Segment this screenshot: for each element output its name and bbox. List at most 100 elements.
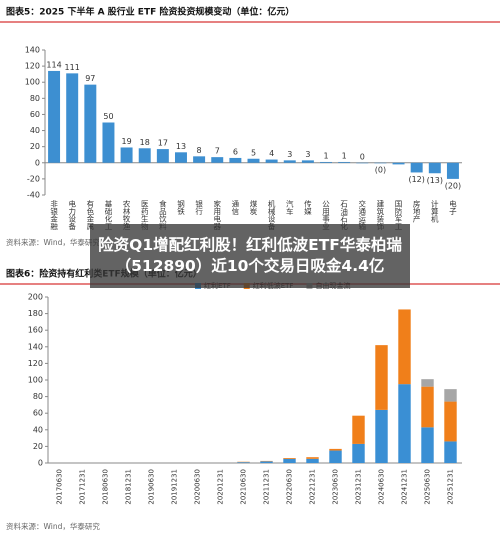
x-tick-label: 医药生物: [140, 200, 149, 232]
value-label: 4: [269, 149, 274, 158]
value-label: 3: [305, 150, 310, 159]
x-tick-label: 机械设备: [267, 199, 276, 232]
value-label: 3: [287, 150, 292, 159]
bar: [120, 147, 133, 163]
x-tick-label: 20171231: [79, 469, 87, 505]
bar-segment: [444, 401, 457, 442]
x-tick-label: 建筑装饰: [376, 199, 385, 232]
x-tick-label: 交通运输: [358, 199, 367, 232]
y-tick-label: 180: [28, 309, 43, 318]
bar: [301, 160, 314, 163]
bar: [283, 160, 296, 163]
x-tick-label: 计算机: [430, 199, 439, 224]
bar: [356, 162, 369, 164]
value-label: 1: [323, 151, 328, 160]
bar: [410, 162, 423, 173]
x-tick-label: 20201231: [217, 469, 225, 505]
x-tick-label: 传媒: [303, 199, 312, 217]
x-tick-label: 20251231: [447, 469, 455, 505]
bar-segment: [398, 384, 411, 463]
x-tick-label: 20200630: [194, 469, 202, 505]
bar: [265, 159, 278, 163]
x-tick-label: 20220630: [286, 469, 294, 505]
y-tick-label: -20: [27, 174, 40, 183]
bar: [338, 161, 351, 163]
bar: [174, 152, 187, 163]
bar-segment: [237, 462, 250, 463]
y-tick-label: 0: [35, 158, 40, 167]
value-label: 18: [140, 138, 150, 147]
value-label: 111: [65, 63, 80, 72]
x-tick-label: 石油石化: [339, 200, 348, 232]
y-tick-label: 20: [30, 142, 40, 151]
value-label: 97: [85, 74, 95, 83]
y-tick-label: 80: [30, 94, 40, 103]
bar: [229, 157, 242, 163]
value-label: 1: [342, 151, 347, 160]
y-tick-label: 120: [28, 359, 43, 368]
value-label: 17: [158, 139, 168, 148]
bar: [156, 149, 169, 163]
bar: [211, 157, 224, 163]
bar-segment: [398, 309, 411, 385]
x-tick-label: 20191231: [171, 469, 179, 505]
x-tick-label: 20180630: [102, 469, 110, 505]
y-tick-label: 60: [33, 409, 43, 418]
bar: [428, 162, 441, 174]
x-tick-label: 有色金属: [86, 199, 95, 232]
x-tick-label: 公用事业: [321, 200, 330, 230]
bar: [138, 148, 151, 163]
bar: [48, 70, 61, 163]
y-tick-label: 140: [28, 342, 43, 351]
x-tick-label: 汽车: [285, 199, 294, 217]
value-label: (12): [408, 175, 424, 184]
bar-segment: [444, 389, 457, 402]
y-tick-label: 80: [33, 392, 43, 401]
x-tick-label: 非银金融: [49, 199, 58, 232]
x-tick-label: 20241231: [401, 469, 409, 505]
source: 资料来源：Wind，华泰研究: [6, 521, 100, 531]
y-tick-label: 40: [33, 425, 43, 434]
value-label: 0: [360, 152, 365, 161]
x-tick-label: 20221231: [309, 469, 317, 505]
value-label: (0): [375, 166, 386, 175]
bar-segment: [421, 427, 434, 463]
y-tick-label: 140: [25, 46, 40, 55]
value-label: 6: [233, 147, 238, 156]
y-tick-label: 120: [25, 62, 40, 71]
bar-segment: [329, 448, 342, 451]
bar: [66, 73, 79, 163]
x-tick-label: 国防军工: [394, 200, 403, 231]
x-tick-label: 20170630: [56, 469, 64, 505]
y-tick-label: 200: [28, 293, 43, 302]
x-tick-label: 20181231: [125, 469, 133, 505]
y-tick-label: 60: [30, 110, 40, 119]
bar-segment: [444, 441, 457, 463]
value-label: 50: [103, 112, 113, 121]
bar-segment: [306, 457, 319, 459]
y-tick-label: 100: [25, 78, 40, 87]
bar: [102, 122, 115, 163]
bar-segment: [283, 458, 296, 459]
y-tick-label: -40: [27, 191, 40, 200]
bar: [247, 158, 260, 163]
x-tick-label: 20210630: [240, 469, 248, 505]
y-tick-label: 100: [28, 376, 43, 385]
bar-segment: [283, 458, 296, 463]
x-tick-label: 20230630: [332, 469, 340, 505]
y-tick-label: 160: [28, 326, 43, 335]
bar: [392, 162, 405, 165]
x-tick-label: 银行: [194, 200, 203, 217]
x-tick-label: 家用电器: [212, 199, 221, 232]
value-label: 7: [215, 147, 220, 156]
bar-segment: [260, 461, 273, 463]
x-tick-label: 20211231: [263, 469, 271, 505]
bar: [320, 161, 333, 163]
x-tick-label: 20231231: [355, 469, 363, 505]
value-label: 13: [176, 142, 186, 151]
headline-overlay: 险资Q1增配红利股！红利低波ETF华泰柏瑞（512890）近10个交易日吸金4.…: [90, 224, 410, 288]
value-label: 19: [121, 137, 131, 146]
bar-segment: [352, 443, 365, 463]
